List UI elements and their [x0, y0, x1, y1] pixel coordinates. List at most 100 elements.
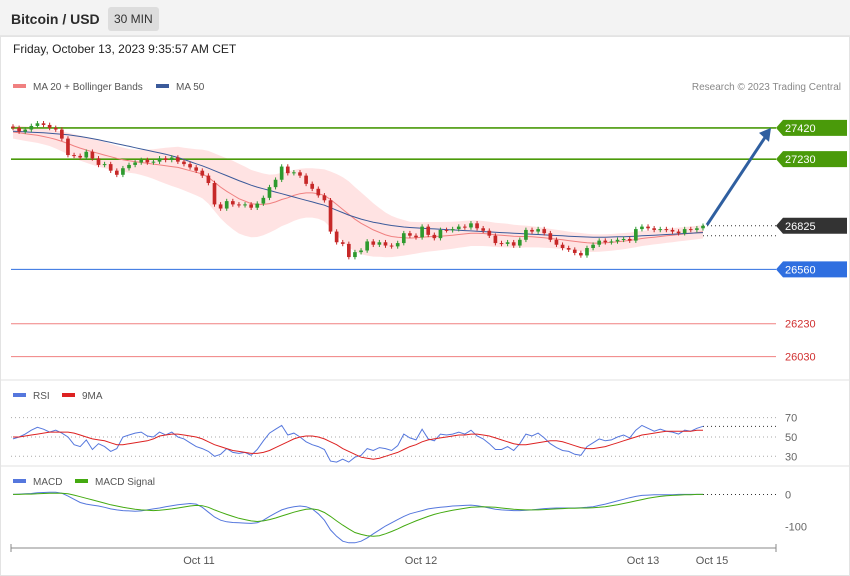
- candle: [169, 157, 174, 160]
- candle: [273, 179, 278, 188]
- rsi-level-label: 70: [785, 413, 797, 425]
- candle: [511, 242, 516, 246]
- candle: [212, 183, 217, 205]
- x-tick-label: Oct 15: [696, 555, 728, 567]
- candle: [90, 151, 95, 159]
- candle: [53, 127, 58, 130]
- support-tag-label: 26560: [785, 264, 816, 276]
- candle: [182, 161, 186, 165]
- candle: [646, 226, 650, 229]
- bollinger-band: [13, 125, 703, 258]
- resistance-tag-label: 27420: [785, 123, 816, 135]
- legend-swatch: [13, 393, 26, 397]
- candle: [463, 226, 467, 228]
- candle: [237, 204, 241, 206]
- candle: [493, 235, 498, 244]
- candle: [11, 126, 15, 128]
- candle: [548, 233, 553, 240]
- candle: [499, 243, 504, 245]
- candle: [176, 157, 180, 162]
- legend-swatch: [62, 393, 75, 397]
- candle: [224, 201, 229, 209]
- rsi-level-label: 30: [785, 451, 797, 463]
- legend-label: 9MA: [82, 391, 103, 402]
- candle: [420, 226, 424, 238]
- candle: [456, 226, 461, 230]
- legend-label: RSI: [33, 391, 50, 402]
- candle: [450, 229, 455, 231]
- instrument-title: Bitcoin / USD: [11, 11, 100, 27]
- x-tick-label: Oct 11: [183, 555, 215, 567]
- resistance-tag: [776, 119, 847, 136]
- candle: [627, 238, 632, 241]
- candle: [389, 245, 394, 247]
- candle: [255, 203, 260, 208]
- candle: [481, 228, 486, 231]
- legend-swatch: [13, 479, 26, 483]
- candle: [328, 200, 333, 232]
- candle: [230, 201, 235, 205]
- candle: [285, 166, 290, 174]
- candle: [353, 252, 357, 258]
- candle: [267, 187, 272, 198]
- candle: [188, 164, 192, 168]
- candle: [634, 229, 638, 241]
- candle: [218, 204, 223, 209]
- macd-line: [12, 491, 703, 544]
- candle: [664, 229, 669, 231]
- candle: [66, 138, 70, 156]
- candle: [84, 151, 89, 158]
- candle: [591, 244, 595, 249]
- candle: [688, 229, 693, 231]
- support-level-label: 26230: [785, 319, 816, 331]
- candle: [408, 233, 412, 236]
- candle: [658, 229, 663, 231]
- price-tag-label: 26825: [785, 221, 816, 233]
- macd-tick-label: 0: [785, 489, 791, 501]
- candle: [102, 164, 107, 166]
- candle: [670, 229, 675, 232]
- candle: [279, 166, 284, 180]
- candle: [47, 124, 52, 128]
- candle: [572, 249, 577, 253]
- candle: [23, 129, 28, 132]
- candle: [438, 229, 443, 239]
- candle: [96, 158, 101, 165]
- candle: [108, 164, 113, 171]
- macd-tick-label: -100: [785, 522, 807, 534]
- candle: [395, 243, 400, 247]
- candle: [78, 155, 82, 158]
- legend-label: MA 20 + Bollinger Bands: [33, 82, 143, 93]
- candle: [579, 252, 583, 256]
- candle: [145, 159, 150, 163]
- candle: [151, 161, 156, 163]
- candle: [505, 242, 510, 244]
- candle: [121, 168, 125, 175]
- x-tick-label: Oct 13: [627, 555, 659, 567]
- interval-button[interactable]: 30 MIN: [108, 7, 159, 31]
- candle: [310, 183, 315, 189]
- macd-signal-line: [13, 492, 703, 537]
- candle: [621, 238, 626, 240]
- resistance-tag: [776, 151, 847, 168]
- candle: [426, 226, 431, 235]
- x-tick-label: Oct 12: [405, 555, 437, 567]
- candle: [206, 175, 211, 184]
- candle: [585, 248, 589, 256]
- forecast-arrowhead: [759, 127, 771, 142]
- candle: [249, 204, 253, 208]
- candle: [17, 127, 21, 132]
- candle: [566, 248, 571, 250]
- candle: [701, 225, 705, 229]
- legend-swatch: [156, 84, 169, 88]
- candle: [41, 123, 46, 125]
- candle: [322, 195, 327, 201]
- candle: [127, 164, 131, 169]
- candle: [560, 244, 565, 249]
- support-tag: [776, 261, 847, 278]
- chart-header: Bitcoin / USD 30 MIN: [0, 0, 850, 36]
- candle: [29, 125, 34, 130]
- candle: [609, 241, 614, 243]
- candle: [334, 231, 339, 243]
- candle: [133, 162, 137, 165]
